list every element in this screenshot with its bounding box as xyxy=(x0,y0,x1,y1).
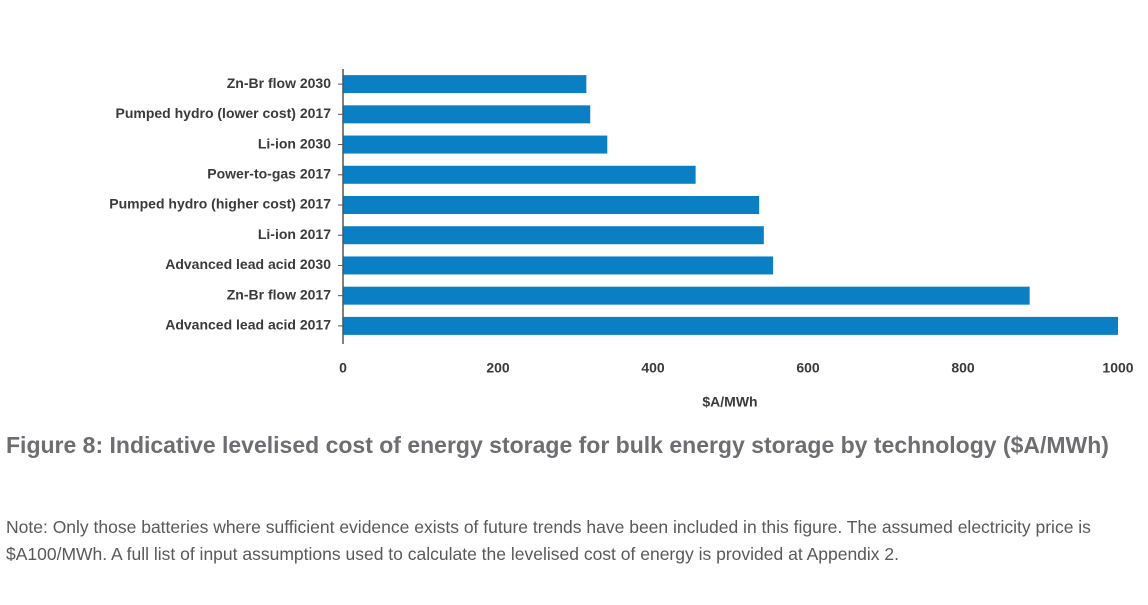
y-tick-label: Li-ion 2030 xyxy=(258,135,331,151)
y-tick-label: Advanced lead acid 2017 xyxy=(165,317,331,333)
bar xyxy=(343,196,760,214)
x-tick-label: 200 xyxy=(486,360,510,376)
x-axis-label: $A/MWh xyxy=(702,394,757,410)
bar xyxy=(343,105,591,124)
figure-caption: Figure 8: Indicative levelised cost of e… xyxy=(6,432,1109,458)
x-tick-label: 1000 xyxy=(1102,360,1133,376)
bar xyxy=(343,256,774,275)
y-tick-label: Power-to-gas 2017 xyxy=(207,165,331,181)
x-tick-label: 0 xyxy=(339,360,347,376)
figure-note: Note: Only those batteries where suffici… xyxy=(6,517,1091,564)
y-tick-label: Zn-Br flow 2017 xyxy=(227,286,331,302)
bar xyxy=(343,286,1030,305)
bar xyxy=(343,316,1118,335)
bar xyxy=(343,135,608,154)
bar xyxy=(343,75,587,94)
y-tick-label: Advanced lead acid 2030 xyxy=(165,256,331,272)
bar xyxy=(343,165,696,184)
y-tick-label: Li-ion 2017 xyxy=(258,226,331,242)
y-tick-label: Pumped hydro (higher cost) 2017 xyxy=(109,196,331,212)
chart: $A/MWh 0 200 400 600 800 1000 Zn-Br flow 2030 P… xyxy=(109,69,1134,410)
x-tick-label: 600 xyxy=(796,360,820,376)
x-tick-label: 400 xyxy=(641,360,665,376)
x-tick-label: 800 xyxy=(951,360,975,376)
y-tick-label: Pumped hydro (lower cost) 2017 xyxy=(116,105,332,121)
y-tick-label: Zn-Br flow 2030 xyxy=(227,75,331,91)
bar xyxy=(343,226,764,245)
